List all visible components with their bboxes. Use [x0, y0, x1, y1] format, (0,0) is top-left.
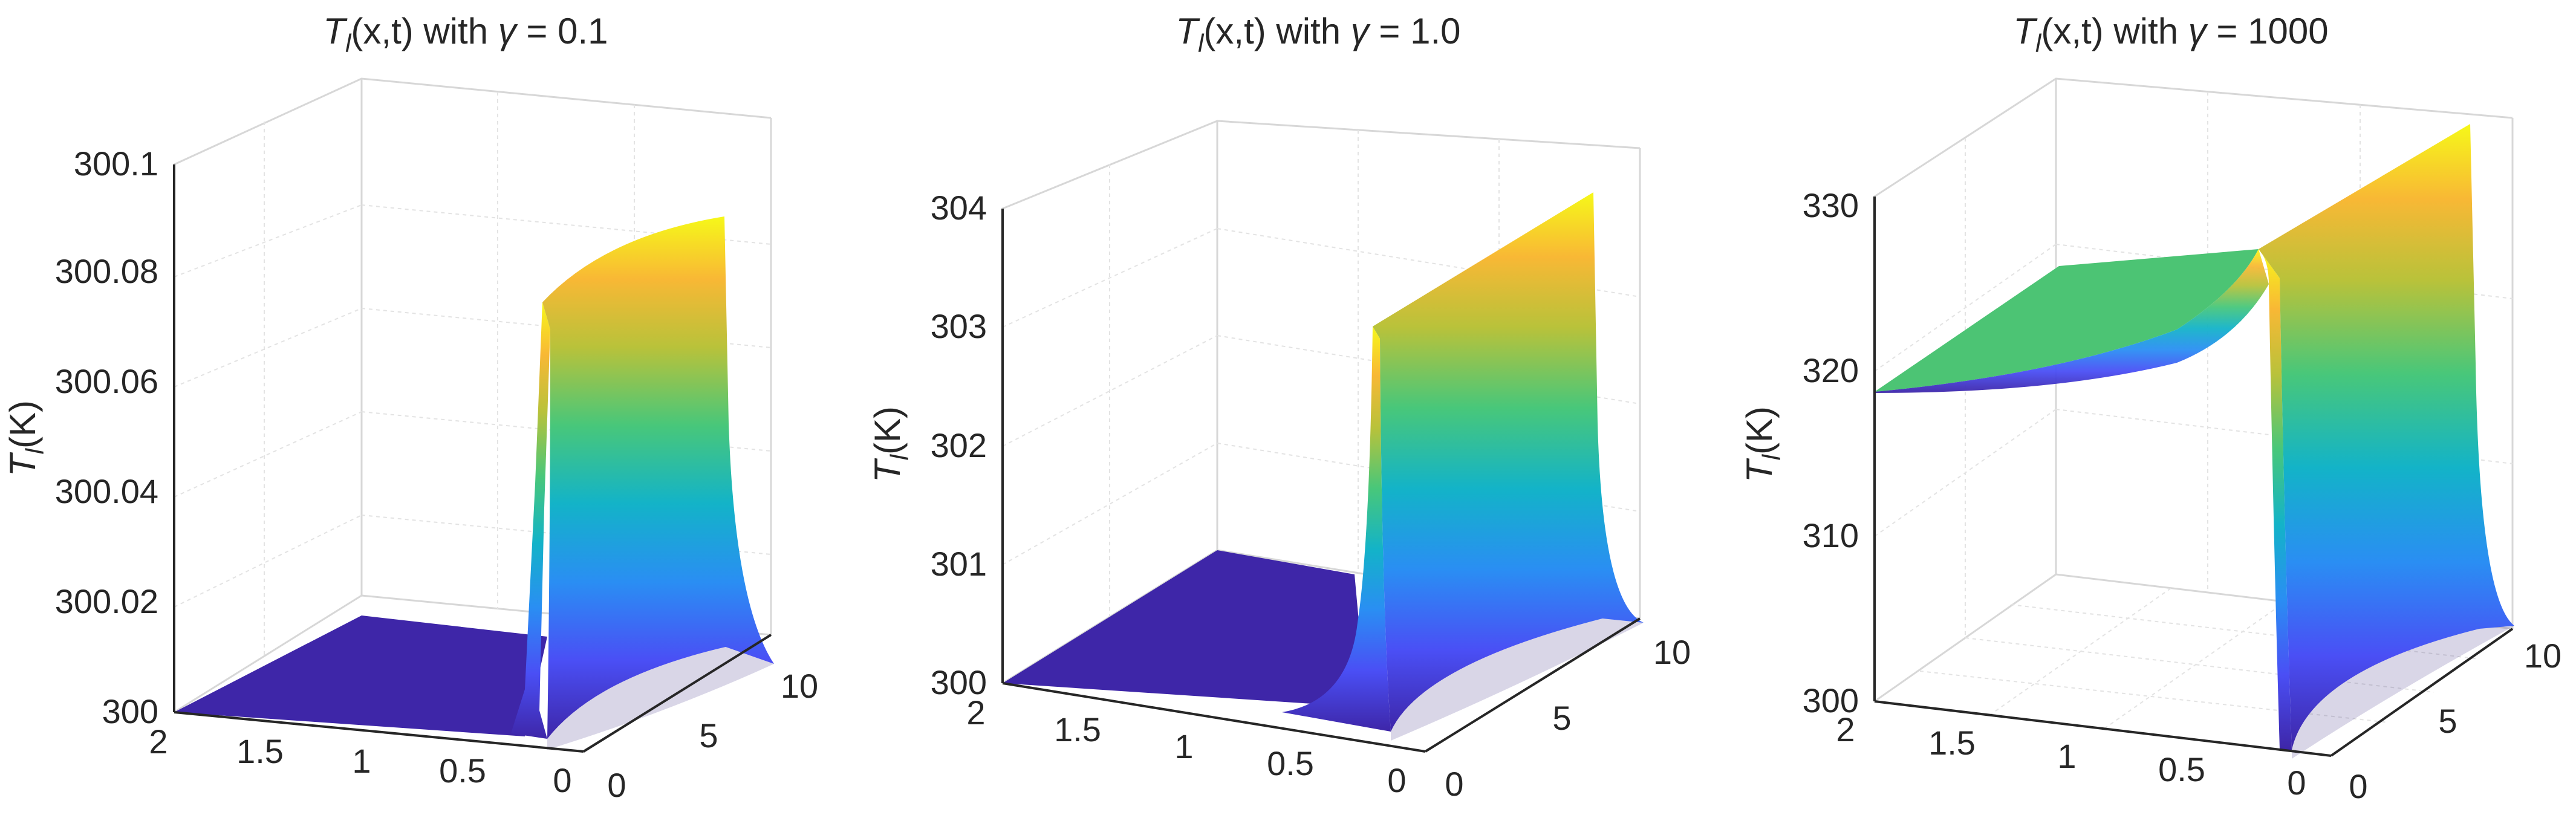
panel-1-xtick: 2	[149, 722, 168, 761]
panel-1-xtick: 0.5	[439, 752, 486, 790]
panel-1-title: Tl(x,t) with γ = 0.1	[323, 11, 608, 57]
panel-3-ztick: 330	[1803, 186, 1859, 224]
panel-3-zlabel: Tl(K)	[1739, 406, 1786, 482]
panel-3-surface	[1875, 124, 2514, 759]
panel-3-ttick: 5	[2438, 702, 2457, 740]
panel-3-pulse-top	[2259, 124, 2514, 750]
panel-1-ttick: 0	[607, 766, 626, 804]
panel-1: Tl(x,t) with γ = 0.1	[2, 11, 818, 804]
panel-2-ztick: 300	[931, 663, 987, 701]
panel-1-ttick: 10	[781, 667, 818, 705]
panel-1-ztick: 300.04	[55, 472, 158, 510]
panel-1-pulse-shade	[547, 647, 774, 750]
panel-2-ztick: 301	[931, 545, 987, 583]
panel-2-pulse-left-face	[1282, 326, 1391, 732]
panel-3-ttick: 0	[2349, 767, 2367, 805]
panel-2-xtick: 2	[966, 693, 985, 732]
panel-3-ztick: 300	[1803, 681, 1859, 719]
panel-3-pulse-shade	[2292, 626, 2514, 759]
panel-2-ztick: 302	[931, 426, 987, 464]
panel-3-xtick: 1	[2057, 737, 2076, 775]
panel-3-left-plateau	[1875, 249, 2259, 392]
panel-2-axes	[1001, 209, 1641, 753]
panel-3-xtick: 1.5	[1928, 724, 1976, 762]
panel-1-xtick: 1	[352, 742, 371, 780]
panel-1-ztick: 300.02	[55, 582, 158, 620]
panel-2-xtick: 0.5	[1267, 744, 1314, 782]
panel-2-surface	[1003, 192, 1644, 741]
panel-2-base-plane	[1003, 550, 1367, 707]
panel-3-ztick: 310	[1803, 516, 1859, 554]
panel-2-xtick: 1	[1174, 727, 1193, 765]
panel-1-ttick: 5	[699, 716, 718, 755]
panel-3-xtick: 0	[2287, 764, 2306, 802]
panel-2-xtick: 1.5	[1054, 710, 1101, 748]
panel-2-pulse-shade	[1391, 619, 1644, 741]
panel-1-zlabel: Tl(K)	[2, 400, 49, 476]
panel-1-ztick: 300.06	[55, 362, 158, 400]
panel-3-plateau-front	[1875, 249, 2269, 393]
panel-2-xtick: 0	[1387, 761, 1406, 799]
panel-3-ttick: 10	[2524, 637, 2561, 675]
panel-1-surface	[174, 216, 774, 750]
panel-3-title: Tl(x,t) with γ = 1000	[2013, 11, 2328, 57]
panel-1-pulse-top	[542, 216, 774, 739]
panel-3-xtick: 0.5	[2158, 750, 2205, 788]
panel-3-axes	[1873, 196, 2514, 757]
panel-1-axes	[173, 164, 772, 753]
panel-2: Tl(x,t) with γ = 1.0 300	[867, 11, 1691, 803]
panel-2-ttick: 10	[1653, 633, 1691, 671]
panel-3-ztick: 320	[1803, 351, 1859, 389]
panel-2-ttick: 5	[1552, 699, 1571, 737]
panel-2-title: Tl(x,t) with γ = 1.0	[1176, 11, 1460, 57]
panel-1-xtick: 0	[553, 761, 571, 799]
panel-3-xtick: 2	[1836, 710, 1855, 748]
panel-1-ztick: 300.08	[55, 252, 158, 290]
panel-1-ztick: 300	[102, 692, 158, 730]
panel-2-pulse-top	[1373, 192, 1644, 732]
panel-2-zlabel: Tl(K)	[867, 406, 914, 482]
panel-3: Tl(x,t) with γ = 1000	[1739, 11, 2561, 805]
panel-1-base-plane	[174, 615, 547, 736]
panel-1-xtick: 1.5	[236, 732, 284, 770]
panel-2-ztick: 304	[931, 189, 987, 227]
panel-3-pulse-left-face	[2259, 249, 2292, 750]
panel-1-pulse-left-face	[511, 302, 550, 739]
panel-2-ttick: 0	[1445, 765, 1463, 803]
panel-1-ztick: 300.1	[74, 144, 158, 183]
panel-2-ztick: 303	[931, 307, 987, 345]
